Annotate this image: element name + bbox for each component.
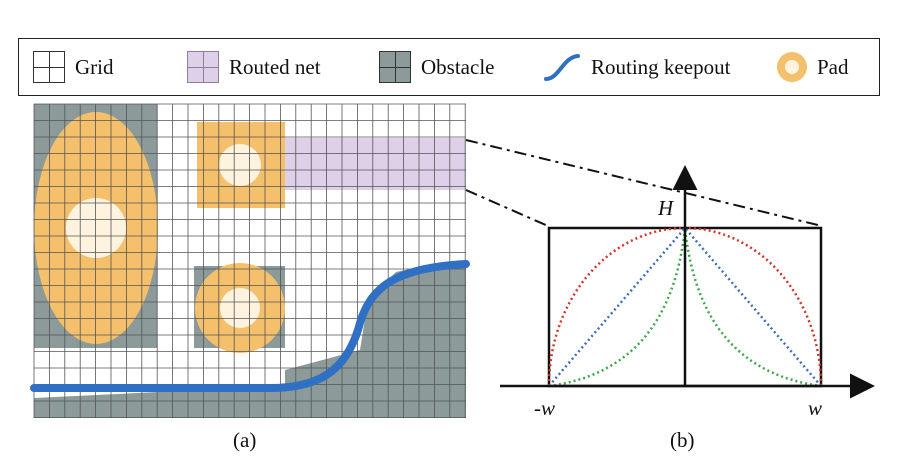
obstacle-swatch-icon [379, 51, 411, 83]
grid-lines [33, 103, 466, 418]
legend-label-grid: Grid [75, 54, 114, 79]
pad-swatch-icon [777, 52, 807, 82]
x-left-label: -w [534, 396, 555, 420]
zoom-line-top [465, 139, 823, 227]
caption-panel-b: (b) [670, 428, 695, 452]
legend-item-grid: Grid [33, 39, 114, 95]
legend-label-obstacle: Obstacle [421, 54, 495, 79]
legend-item-pad: Pad [777, 39, 849, 95]
curve-green-cusp [548, 227, 822, 388]
pad-square-core [219, 144, 261, 186]
grid-swatch-icon [33, 51, 65, 83]
legend-item-routing-keepout: Routing keepout [543, 39, 730, 95]
caption-panel-a: (a) [233, 428, 257, 452]
routed-net-swatch-icon [187, 51, 219, 83]
legend: Grid Routed net Obstacle Routing keepout… [18, 38, 880, 96]
y-axis-label: H [658, 196, 674, 220]
routing-keepout-curve [30, 260, 470, 392]
legend-label-routing-keepout: Routing keepout [591, 54, 731, 79]
legend-label-routed-net: Routed net [229, 54, 321, 79]
legend-item-obstacle: Obstacle [379, 39, 494, 95]
routed-net-region [285, 138, 466, 190]
legend-item-routed-net: Routed net [187, 39, 321, 95]
legend-label-pad: Pad [817, 54, 849, 79]
x-right-label: w [808, 396, 823, 420]
keepout-swatch-icon [544, 54, 580, 81]
zoom-line-bottom [465, 189, 549, 227]
